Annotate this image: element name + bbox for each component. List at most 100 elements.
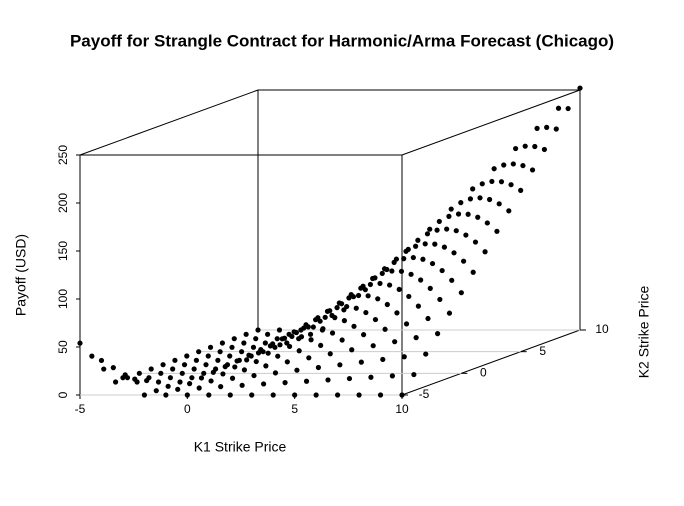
point [479,181,485,187]
point [358,285,364,291]
point [403,321,410,327]
point [315,364,321,371]
point [153,388,159,394]
point [284,359,290,365]
point [276,327,283,333]
point [262,340,268,346]
point [382,326,388,332]
point [291,329,297,335]
point [437,296,443,303]
point [406,293,412,300]
point [349,347,355,353]
point [279,336,285,342]
point [239,349,245,355]
point [394,310,400,316]
point [239,382,245,388]
point [172,357,178,363]
point [203,362,209,368]
point [436,218,442,225]
point [403,248,409,254]
point [491,166,497,172]
point [250,344,257,350]
y-tick-label: 5 [539,344,546,358]
point [458,200,464,206]
point [141,392,147,398]
y-axis-label: K2 Strike Price [636,285,652,378]
point [472,239,479,245]
point [324,308,331,314]
point [389,373,395,379]
point [155,379,162,385]
point [179,370,185,376]
point [477,195,483,201]
point [411,371,417,378]
point [451,250,457,256]
point [518,187,524,193]
point [184,392,190,398]
point [410,254,416,261]
point [253,336,259,342]
point [429,260,436,267]
point [241,367,247,373]
point [327,351,333,357]
point [144,377,150,384]
point [329,330,336,336]
point [158,370,164,376]
y-tick-label: 10 [595,322,609,336]
point [455,211,462,217]
point [255,350,262,356]
point [396,286,402,293]
point [365,293,371,299]
point [272,370,279,376]
point [193,357,199,363]
point [422,241,428,247]
point [510,161,516,167]
point [217,349,223,355]
point [246,352,252,358]
point [513,145,519,152]
point [275,353,281,359]
point [337,362,343,368]
point [253,358,259,365]
point [467,196,473,202]
point [289,333,295,340]
point [148,366,154,372]
point [208,378,214,384]
point [167,375,173,381]
box-edge [401,329,581,396]
point [243,331,249,337]
point [196,385,202,391]
point [498,179,505,185]
point [207,344,214,350]
point [181,362,188,368]
z-tick-label: 0 [56,391,70,398]
point [449,277,455,283]
point [532,143,538,150]
point [541,146,548,153]
point [310,324,316,330]
point [318,342,324,349]
point [189,375,195,381]
point [448,206,454,212]
point [187,381,193,387]
point [370,275,376,282]
point [577,85,583,91]
point [341,318,347,324]
point [427,285,433,291]
point [227,392,233,398]
z-tick-label: 200 [56,193,70,213]
point [463,232,469,238]
point [277,342,283,348]
point [555,105,562,111]
point [255,327,261,333]
point [298,334,305,340]
point [461,258,467,264]
x-tick-label: 5 [291,402,298,416]
point [163,392,169,398]
point [231,336,237,342]
point [544,124,550,130]
point [470,186,476,192]
point [475,214,481,220]
z-tick-label: 100 [56,289,70,309]
